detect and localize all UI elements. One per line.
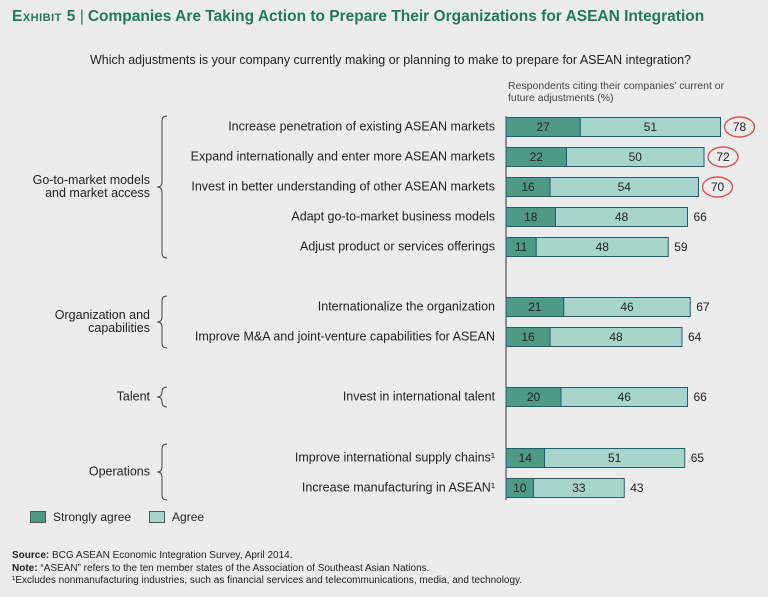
bar-agree	[566, 147, 705, 167]
data-label-strongly-agree: 21	[528, 300, 542, 314]
group-bracket	[156, 115, 168, 259]
data-label-total: 78	[733, 120, 747, 134]
group-label: capabilities	[88, 321, 150, 335]
data-label-strongly-agree: 27	[536, 120, 550, 134]
bar-agree	[563, 297, 691, 317]
data-label-agree: 33	[572, 481, 586, 495]
data-label-agree: 48	[609, 330, 623, 344]
data-label-agree: 51	[608, 451, 622, 465]
group-bracket	[156, 386, 168, 408]
legend-label-strongly-agree: Strongly agree	[53, 510, 132, 524]
total-highlight-circle	[701, 176, 734, 198]
source-line: Source: BCG ASEAN Economic Integration S…	[12, 550, 293, 561]
data-label-total: 66	[694, 210, 708, 224]
category-label: Invest in international talent	[343, 389, 496, 403]
exhibit-title-text: Companies Are Taking Action to Prepare T…	[87, 8, 705, 25]
data-label-strongly-agree: 16	[521, 330, 535, 344]
group-label: Operations	[89, 464, 150, 478]
group-label: and market access	[45, 186, 150, 200]
group-label: Go-to-market models	[33, 173, 150, 187]
group-label: Organization and	[55, 308, 150, 322]
footer: Source: BCG ASEAN Economic Integration S…	[12, 550, 522, 588]
data-label-strongly-agree: 22	[530, 150, 544, 164]
data-label-total: 70	[711, 180, 725, 194]
group-label: Talent	[117, 389, 151, 403]
data-label-total: 65	[691, 451, 705, 465]
data-label-agree: 48	[596, 240, 610, 254]
total-highlight-circle	[723, 116, 756, 138]
bar-agree	[549, 327, 683, 347]
exhibit-title: Exhibit 5 | Companies Are Taking Action to…	[12, 8, 704, 26]
data-label-total: 59	[674, 240, 688, 254]
category-label: Improve international supply chains¹	[295, 450, 495, 464]
legend-swatch-agree	[149, 511, 166, 523]
bar-agree	[549, 177, 699, 197]
data-label-strongly-agree: 10	[513, 481, 527, 495]
data-label-strongly-agree: 18	[524, 210, 538, 224]
exhibit-number: Exhibit 5	[12, 8, 76, 25]
data-label-strongly-agree: 11	[515, 240, 528, 254]
data-label-agree: 50	[629, 150, 643, 164]
survey-question: Which adjustments is your company curren…	[90, 53, 691, 67]
category-label: Increase manufacturing in ASEAN¹	[302, 480, 495, 494]
data-label-agree: 54	[618, 180, 632, 194]
legend: Strongly agree Agree	[30, 510, 204, 524]
data-label-agree: 51	[644, 120, 658, 134]
legend-swatch-strongly-agree	[30, 511, 46, 523]
legend-item-strongly-agree: Strongly agree	[30, 510, 131, 524]
data-label-agree: 48	[615, 210, 629, 224]
total-highlight-circle	[707, 146, 739, 168]
bar-agree	[555, 207, 688, 227]
data-label-agree: 46	[620, 300, 634, 314]
data-label-strongly-agree: 16	[521, 180, 535, 194]
title-separator: |	[79, 8, 84, 25]
group-bracket	[156, 295, 168, 349]
data-label-strongly-agree: 20	[527, 390, 541, 404]
category-label: Expand internationally and enter more AS…	[191, 149, 495, 163]
group-bracket	[156, 443, 168, 501]
category-label: Adapt go-to-market business models	[291, 209, 495, 223]
column-note: Respondents citing their companies’ curr…	[508, 80, 725, 104]
category-label: Increase penetration of existing ASEAN m…	[228, 119, 495, 133]
footnote-line: ¹Excludes nonmanufacturing industries, s…	[12, 575, 523, 586]
bar-agree	[579, 117, 721, 137]
bar-agree	[560, 387, 688, 407]
note-line: Note: “ASEAN” refers to the ten member s…	[12, 562, 430, 574]
category-label: Improve M&A and joint-venture capabiliti…	[195, 329, 495, 343]
data-label-total: 72	[716, 150, 730, 164]
bar-agree	[533, 478, 625, 498]
bar-agree	[544, 448, 686, 468]
data-label-agree: 46	[618, 390, 632, 404]
legend-label-agree: Agree	[172, 510, 205, 524]
category-label: Adjust product or services offerings	[300, 239, 495, 253]
category-label: Invest in better understanding of other …	[191, 179, 495, 193]
data-label-total: 66	[694, 390, 708, 404]
bar-agree	[535, 237, 669, 257]
data-label-total: 64	[688, 330, 702, 344]
legend-item-agree: Agree	[149, 510, 204, 524]
data-label-total: 67	[696, 300, 710, 314]
data-label-total: 43	[630, 481, 644, 495]
data-label-strongly-agree: 14	[519, 451, 533, 465]
category-label: Internationalize the organization	[318, 299, 495, 313]
